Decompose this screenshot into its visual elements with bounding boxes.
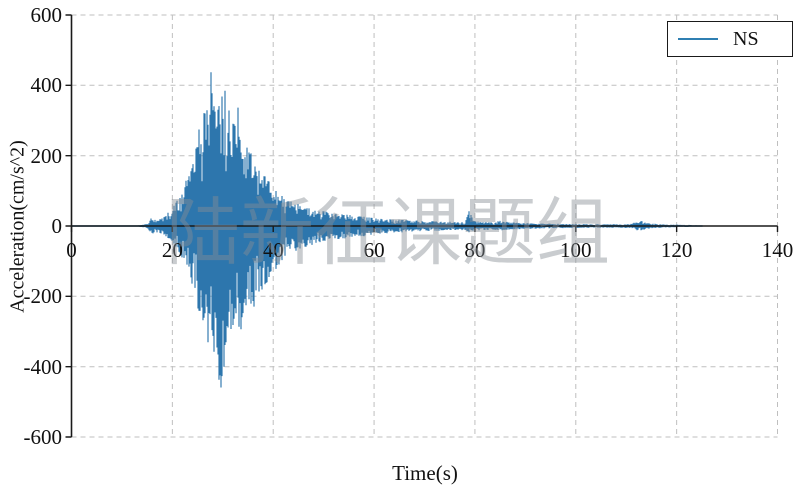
- x-tick-label: 0: [66, 238, 77, 262]
- x-tick-label: 100: [560, 238, 592, 262]
- y-tick-label: -600: [23, 425, 63, 449]
- x-tick-label: 40: [262, 238, 284, 262]
- y-tick-label: -400: [23, 354, 63, 379]
- y-tick-label: 200: [30, 143, 63, 168]
- y-tick-label: -200: [23, 284, 63, 309]
- x-tick-label: 80: [464, 238, 486, 262]
- x-tick-label: 120: [660, 238, 693, 262]
- y-tick-label: 0: [51, 214, 63, 238]
- waveform-series-ns: [71, 72, 703, 388]
- y-axis-title: Acceleration(cm/s^2): [6, 140, 29, 313]
- x-tick-label: 140: [761, 238, 794, 262]
- x-tick-label: 20: [161, 238, 183, 262]
- y-tick-label: 400: [30, 73, 63, 98]
- y-tick-label: 600: [30, 3, 63, 27]
- legend: NS: [667, 21, 793, 57]
- x-axis-title: Time(s): [392, 461, 458, 485]
- legend-line-sample: [678, 38, 718, 40]
- legend-label: NS: [733, 27, 759, 50]
- x-tick-label: 60: [363, 238, 385, 262]
